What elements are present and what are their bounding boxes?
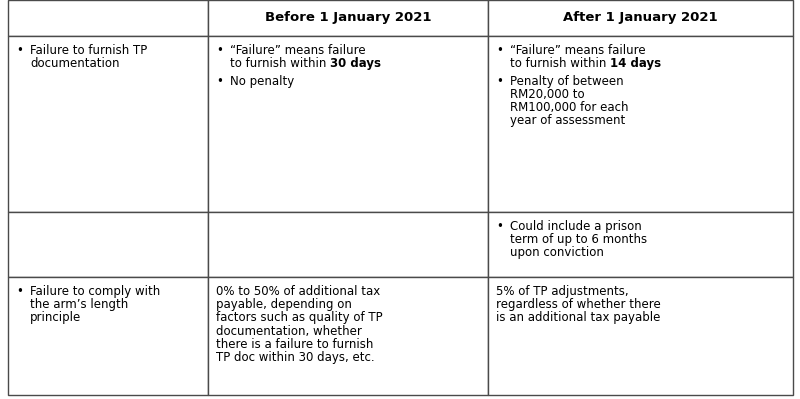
Text: Before 1 January 2021: Before 1 January 2021 — [265, 12, 431, 24]
Text: factors such as quality of TP: factors such as quality of TP — [216, 311, 382, 324]
Text: there is a failure to furnish: there is a failure to furnish — [216, 338, 374, 351]
Text: Could include a prison: Could include a prison — [510, 220, 642, 233]
Text: year of assessment: year of assessment — [510, 115, 626, 128]
Text: regardless of whether there: regardless of whether there — [496, 298, 661, 311]
Text: After 1 January 2021: After 1 January 2021 — [563, 12, 718, 24]
Text: •: • — [496, 220, 503, 233]
Bar — [8, 277, 208, 395]
Text: documentation, whether: documentation, whether — [216, 324, 362, 338]
Text: 30 days: 30 days — [330, 57, 381, 70]
Text: 5% of TP adjustments,: 5% of TP adjustments, — [496, 285, 629, 298]
Bar — [208, 212, 488, 277]
Text: No penalty: No penalty — [230, 75, 294, 88]
Text: RM100,000 for each: RM100,000 for each — [510, 101, 629, 114]
Bar — [208, 277, 488, 395]
Bar — [488, 36, 793, 212]
Bar — [208, 0, 488, 36]
Text: the arm’s length: the arm’s length — [30, 298, 128, 311]
Text: TP doc within 30 days, etc.: TP doc within 30 days, etc. — [216, 351, 374, 364]
Bar — [8, 36, 208, 212]
Text: to furnish within: to furnish within — [510, 57, 610, 70]
Bar — [208, 36, 488, 212]
Bar — [488, 212, 793, 277]
Text: documentation: documentation — [30, 57, 119, 70]
Text: •: • — [216, 44, 223, 57]
Bar — [488, 277, 793, 395]
Text: Penalty of between: Penalty of between — [510, 75, 624, 88]
Text: principle: principle — [30, 311, 82, 324]
Text: 0% to 50% of additional tax: 0% to 50% of additional tax — [216, 285, 380, 298]
Text: term of up to 6 months: term of up to 6 months — [510, 233, 647, 246]
Text: Failure to comply with: Failure to comply with — [30, 285, 160, 298]
Text: Failure to furnish TP: Failure to furnish TP — [30, 44, 147, 57]
Text: “Failure” means failure: “Failure” means failure — [230, 44, 366, 57]
Text: “Failure” means failure: “Failure” means failure — [510, 44, 646, 57]
Text: •: • — [496, 44, 503, 57]
Text: 14 days: 14 days — [610, 57, 662, 70]
Text: payable, depending on: payable, depending on — [216, 298, 352, 311]
Text: RM20,000 to: RM20,000 to — [510, 88, 585, 101]
Text: •: • — [16, 44, 23, 57]
Text: to furnish within: to furnish within — [230, 57, 330, 70]
Text: •: • — [496, 75, 503, 88]
Bar — [8, 0, 208, 36]
Text: upon conviction: upon conviction — [510, 246, 604, 259]
Bar — [8, 212, 208, 277]
Text: •: • — [16, 285, 23, 298]
Text: •: • — [216, 75, 223, 88]
Text: is an additional tax payable: is an additional tax payable — [496, 311, 660, 324]
Bar — [488, 0, 793, 36]
